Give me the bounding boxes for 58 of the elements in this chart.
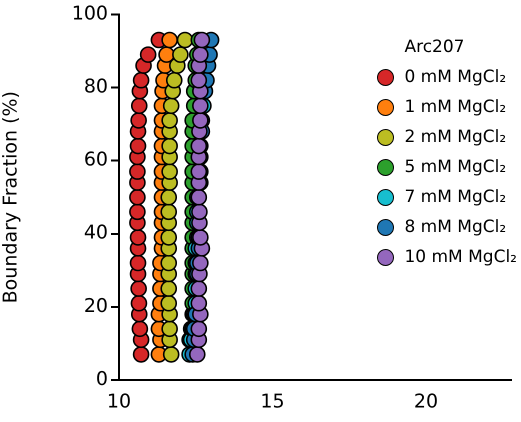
point (160, 254, 178, 272)
point (192, 46, 209, 63)
point (132, 320, 148, 338)
y-tick-label: 20 (84, 294, 108, 317)
legend-title: Arc207 (403, 36, 466, 59)
x-tick-label: 20 (414, 390, 438, 412)
point (190, 72, 208, 89)
point (190, 294, 208, 312)
point (160, 204, 178, 220)
point (160, 188, 178, 206)
point (132, 346, 150, 363)
legend-label: 2 mM MgCl₂ (404, 126, 506, 149)
point (130, 280, 147, 297)
y-tick-label: 80 (84, 75, 108, 98)
point (161, 163, 178, 180)
point (129, 188, 146, 206)
legend-label: 8 mM MgCl₂ (404, 216, 506, 239)
x-tick-label: 15 (260, 390, 285, 412)
point (161, 138, 178, 154)
point (191, 204, 208, 220)
legend-label: 5 mM MgCl₂ (404, 156, 506, 179)
point (161, 32, 178, 48)
y-tick-label: 0 (96, 368, 108, 390)
legend-label: 1 mM MgCl₂ (404, 96, 506, 119)
y-tick-label: 40 (84, 222, 108, 244)
point (130, 98, 148, 114)
point (130, 138, 146, 154)
point (190, 280, 208, 297)
legend-label: 0 mM MgCl₂ (404, 66, 506, 89)
point (130, 112, 147, 129)
legend-label: 10 mM MgCl₂ (404, 246, 517, 269)
point (194, 32, 210, 48)
point (160, 280, 178, 297)
point (129, 204, 146, 220)
point (162, 346, 180, 363)
legend-label: 7 mM MgCl₂ (404, 186, 506, 209)
point (140, 46, 156, 63)
x-tick-label: 10 (106, 390, 132, 412)
point (132, 72, 150, 89)
point (192, 254, 209, 272)
point (130, 229, 146, 246)
point (188, 346, 206, 363)
point (162, 98, 180, 114)
point (192, 98, 209, 114)
point (161, 320, 178, 338)
point (166, 72, 183, 89)
y-tick-label: 60 (84, 148, 108, 171)
point (160, 294, 178, 312)
point (130, 254, 146, 272)
y-tick-label: 100 (72, 2, 108, 24)
point (130, 294, 148, 312)
point (190, 320, 208, 338)
point (172, 46, 189, 63)
point (129, 163, 146, 180)
point (161, 112, 178, 129)
point (160, 229, 178, 246)
y-axis-title: Boundary Fraction (%) (0, 91, 22, 304)
point (176, 32, 194, 48)
